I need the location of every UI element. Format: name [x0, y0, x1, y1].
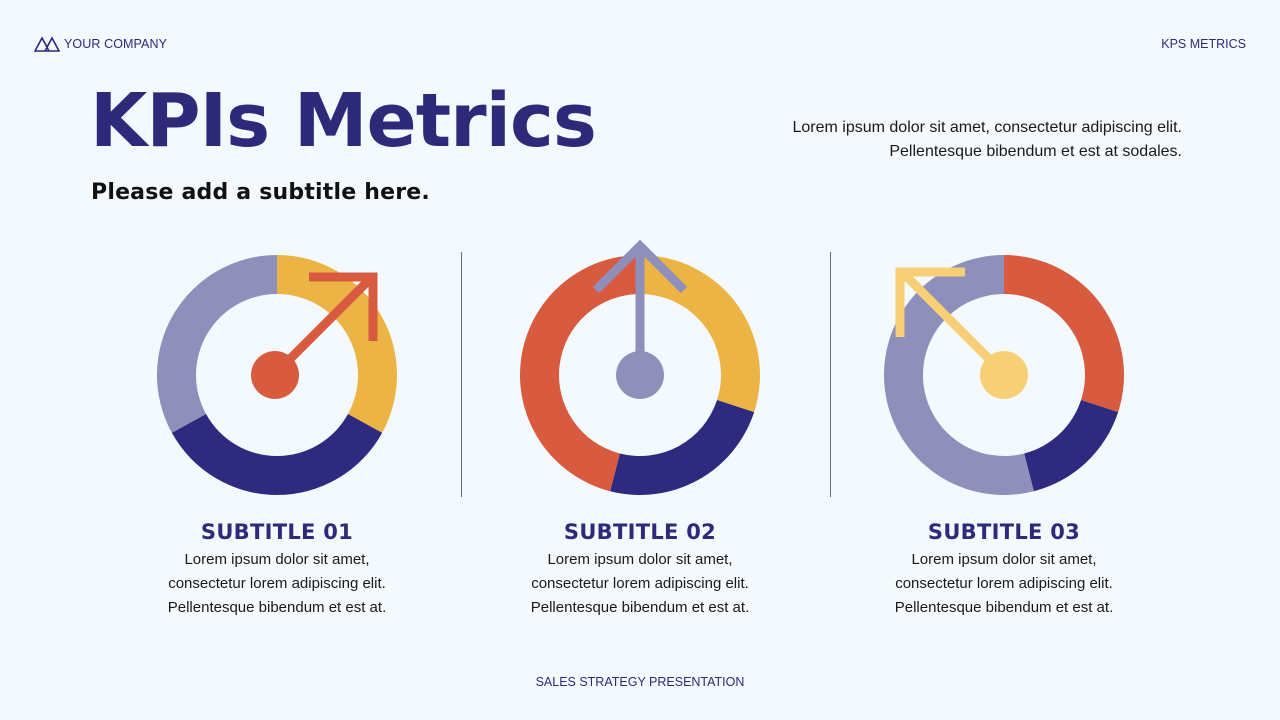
- intro-line: Lorem ipsum dolor sit amet, consectetur …: [792, 119, 1182, 136]
- kpi-line: consectetur lorem adipiscing elit.: [531, 575, 749, 592]
- donut-segment-yellow: [640, 255, 760, 413]
- company-brand: YOUR COMPANY: [34, 36, 167, 52]
- kpi-line: Lorem ipsum dolor sit amet,: [911, 551, 1097, 568]
- kpi-line: consectetur lorem adipiscing elit.: [895, 575, 1113, 592]
- kpi-description: Lorem ipsum dolor sit amet, consectetur …: [490, 548, 790, 620]
- kpi-line: Lorem ipsum dolor sit amet,: [184, 551, 370, 568]
- kpi-line: Pellentesque bibendum et est at.: [530, 599, 750, 616]
- kpi-line: Pellentesque bibendum et est at.: [894, 599, 1114, 616]
- kpi-title: SUBTITLE 01: [200, 520, 354, 544]
- donut-chart-1: [156, 255, 398, 495]
- donut-chart-3: [884, 255, 1124, 495]
- page-subtitle: Please add a subtitle here.: [91, 180, 430, 205]
- donut-segment-red: [1004, 255, 1124, 413]
- intro-line: Pellentesque bibendum et est at sodales.: [889, 143, 1182, 160]
- footer-text: SALES STRATEGY PRESENTATION: [535, 675, 745, 689]
- page-title: KPIs Metrics: [90, 78, 597, 164]
- donut-segment-yellow: [277, 255, 398, 433]
- donut-segment-navy: [171, 414, 383, 495]
- company-name: YOUR COMPANY: [64, 37, 168, 51]
- kpi-card-2: SUBTITLE 02 Lorem ipsum dolor sit amet, …: [490, 240, 790, 620]
- kpi-line: consectetur lorem adipiscing elit.: [168, 575, 386, 592]
- donut-segment-navy: [610, 400, 755, 495]
- arrow-up-right-icon: [251, 272, 378, 399]
- kpi-line: Lorem ipsum dolor sit amet,: [547, 551, 733, 568]
- kpi-line: Pellentesque bibendum et est at.: [167, 599, 387, 616]
- mountains-logo-icon: [34, 36, 60, 52]
- kpi-description: Lorem ipsum dolor sit amet, consectetur …: [854, 548, 1154, 620]
- donut-segment-red: [519, 255, 640, 492]
- donut-segment-lavender: [156, 255, 277, 433]
- kpi-card-3: SUBTITLE 03 Lorem ipsum dolor sit amet, …: [854, 240, 1154, 620]
- donut-chart-2: [519, 240, 760, 495]
- column-divider: [830, 252, 831, 497]
- kpi-description: Lorem ipsum dolor sit amet, consectetur …: [127, 548, 427, 620]
- intro-paragraph: Lorem ipsum dolor sit amet, consectetur …: [792, 116, 1182, 164]
- column-divider: [461, 252, 462, 497]
- kpi-title: SUBTITLE 03: [927, 520, 1081, 544]
- kpi-card-1: SUBTITLE 01 Lorem ipsum dolor sit amet, …: [127, 240, 427, 620]
- donut-segment-navy: [1024, 400, 1119, 492]
- arrow-up-left-icon: [895, 267, 1028, 399]
- donut-segment-lavender: [884, 255, 1034, 495]
- kpi-title: SUBTITLE 02: [563, 520, 717, 544]
- arrow-up-icon: [592, 240, 688, 399]
- section-label: KPS METRICS: [1161, 37, 1246, 51]
